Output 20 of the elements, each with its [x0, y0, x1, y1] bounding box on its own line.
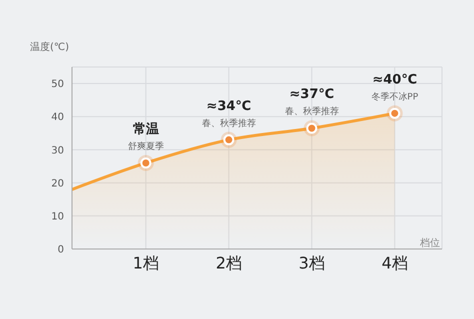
- y-tick-label: 10: [51, 211, 64, 222]
- annotation: 舒爽夏季: [128, 140, 164, 152]
- y-tick-label: 50: [51, 79, 64, 90]
- x-tick-label: 3档: [298, 253, 325, 272]
- annotation: ≈34℃: [206, 98, 252, 114]
- x-tick-label: 1档: [132, 253, 159, 272]
- x-axis-title: 档位: [420, 236, 440, 250]
- x-tick-label: 4档: [382, 253, 408, 272]
- y-tick-label: 30: [51, 145, 64, 156]
- annotation: ≈37℃: [289, 87, 334, 102]
- annotation: 春、秋季推荐: [284, 106, 339, 118]
- x-tick-label: 2档: [216, 253, 242, 272]
- y-tick-label: 40: [51, 112, 64, 124]
- annotation: 常温: [132, 122, 159, 137]
- annotation: ≈40℃: [372, 72, 418, 88]
- y-axis-title: 温度(℃): [30, 40, 70, 54]
- y-tick-label: 20: [51, 178, 64, 190]
- y-tick-label: 0: [58, 244, 64, 256]
- annotation: 冬季不冰PP: [371, 91, 419, 102]
- annotation: 春、秋季推荐: [202, 118, 256, 129]
